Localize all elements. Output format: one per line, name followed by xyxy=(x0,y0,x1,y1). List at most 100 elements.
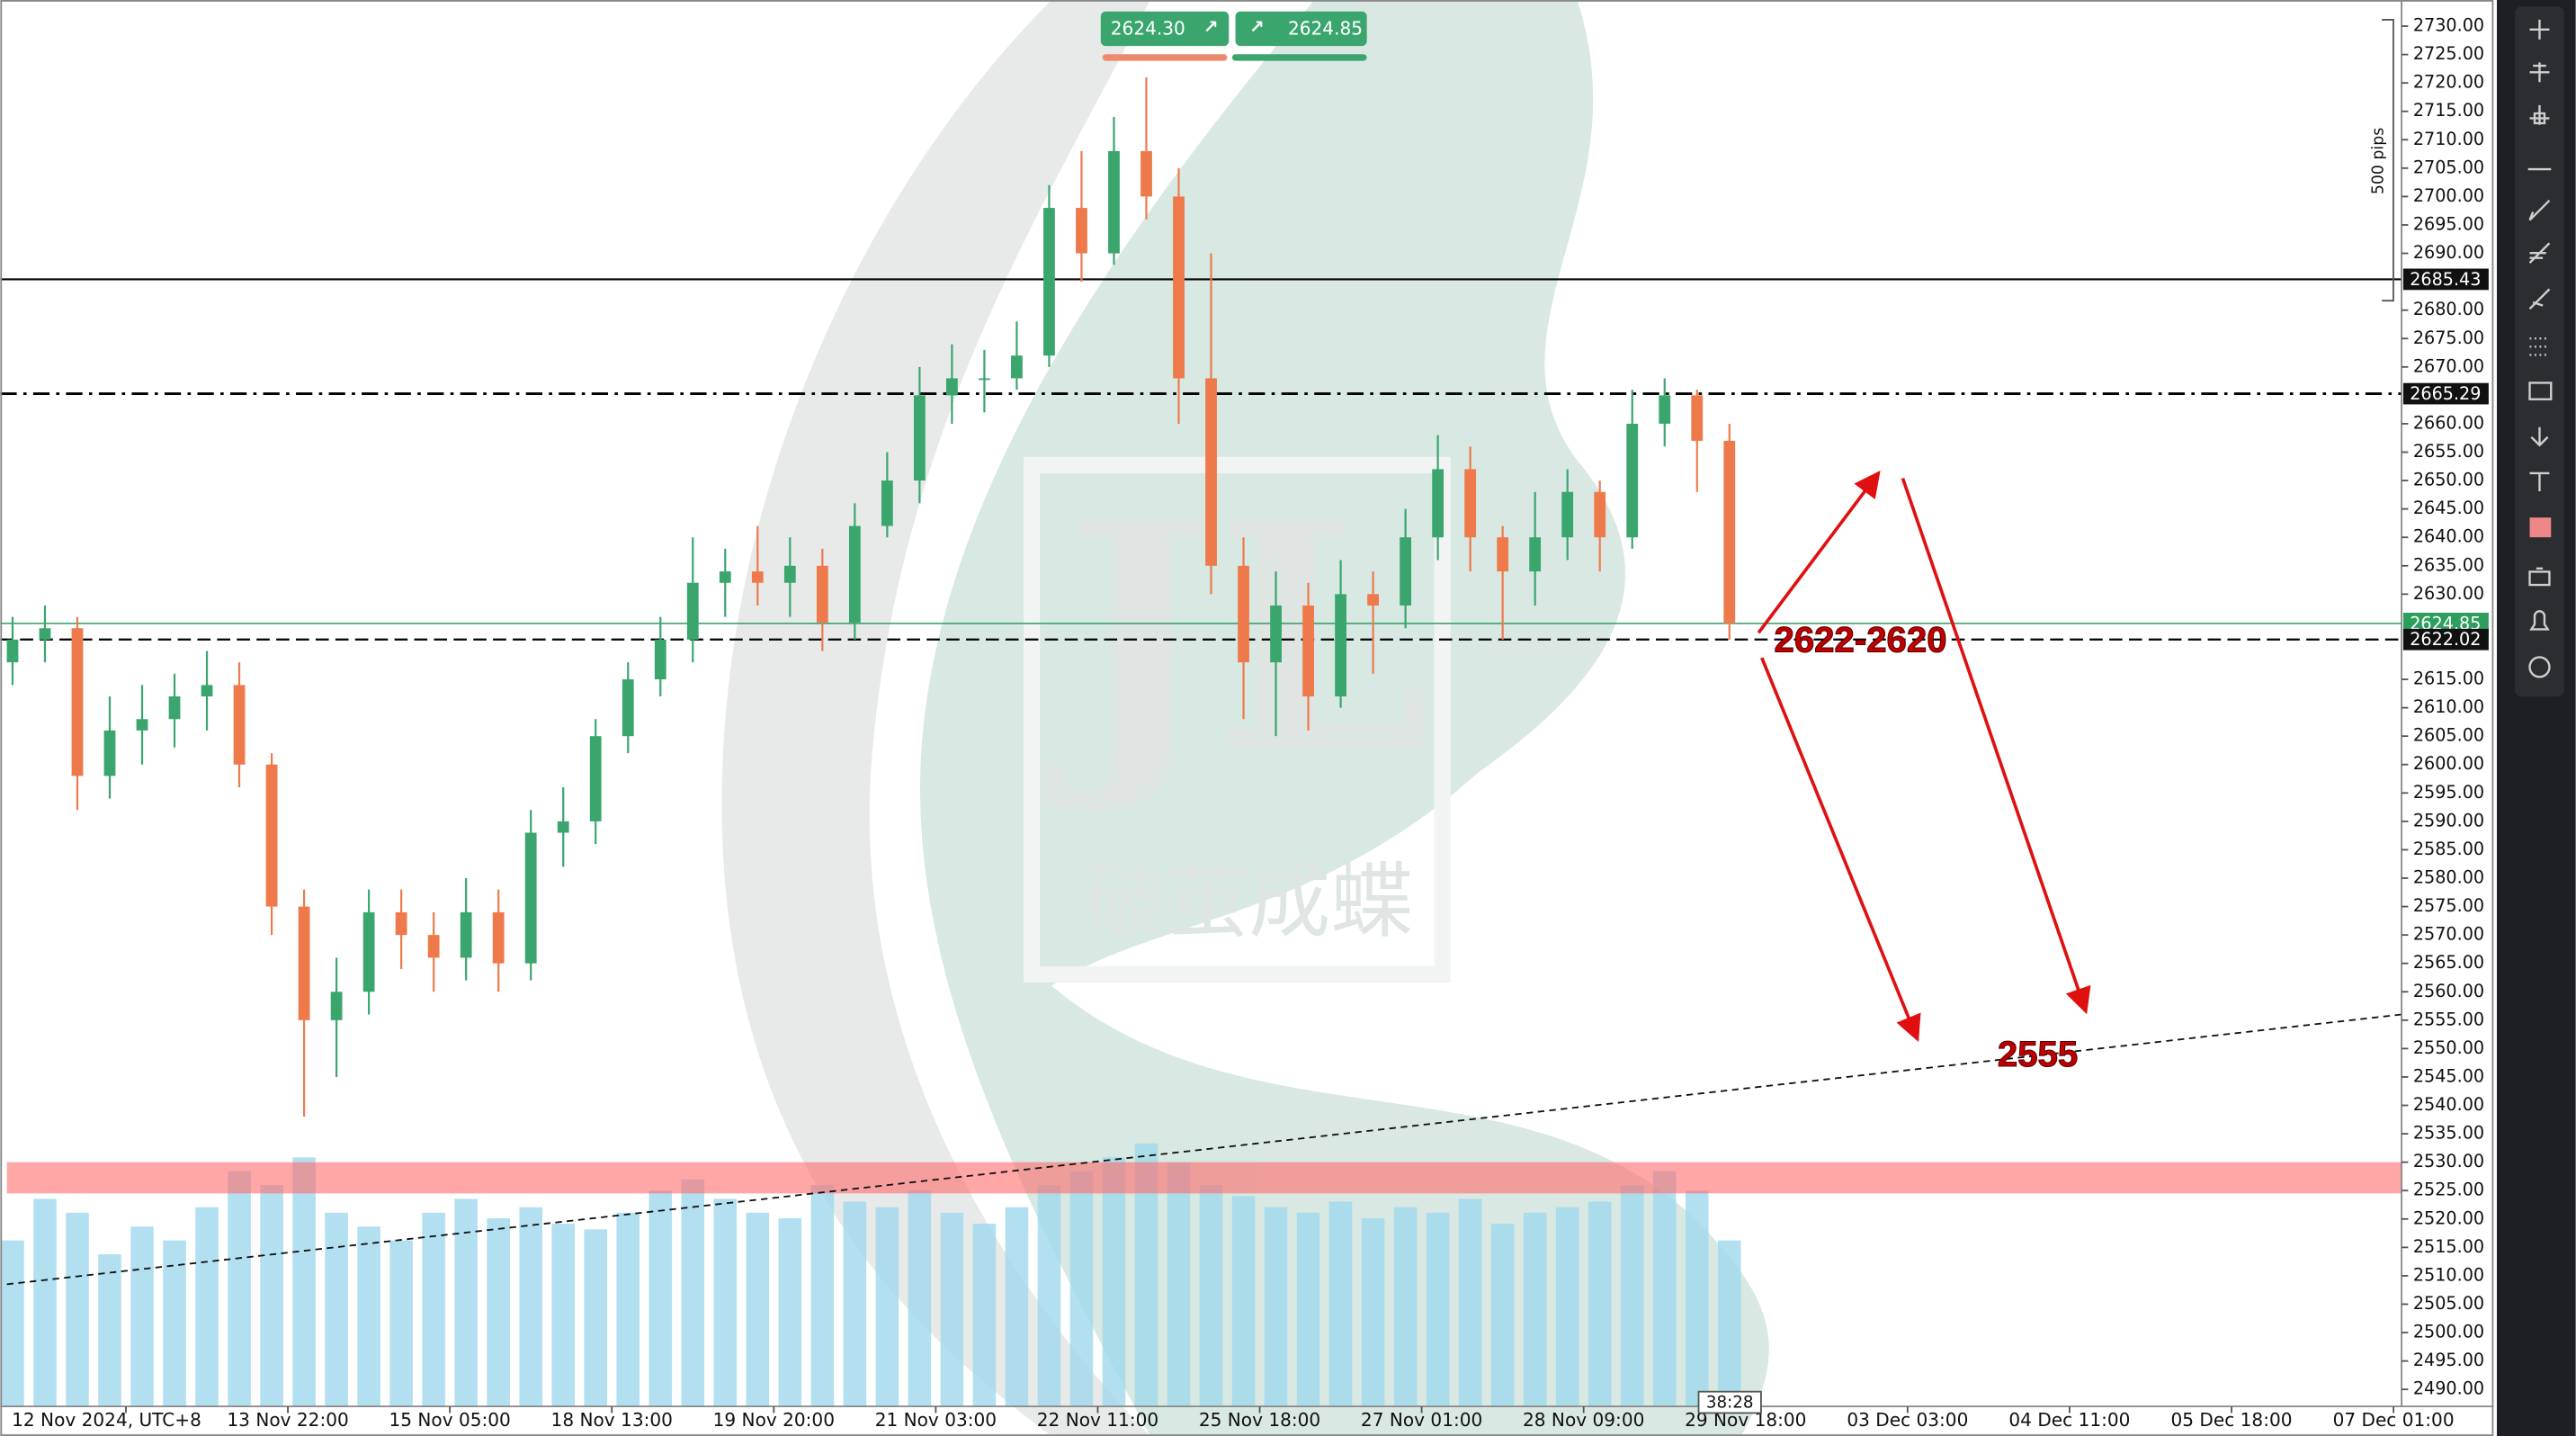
timer: 38:28 xyxy=(1706,1393,1754,1412)
volume-bar xyxy=(1037,1185,1061,1407)
y-tick-label: 2635.00 xyxy=(2413,554,2484,575)
watermark-frame xyxy=(1024,456,1451,983)
volume-bar xyxy=(98,1253,121,1407)
candle-body xyxy=(298,906,310,1020)
y-tick-label: 2610.00 xyxy=(2413,696,2484,717)
volume-bar xyxy=(163,1240,186,1407)
y-tick-label: 2580.00 xyxy=(2413,867,2484,888)
arrow xyxy=(1760,657,1921,1043)
y-tick-label: 2585.00 xyxy=(2413,839,2484,859)
volume-bar xyxy=(681,1179,705,1407)
y-tick-label: 2520.00 xyxy=(2413,1207,2484,1228)
x-tick-label: 27 Nov 01:00 xyxy=(1361,1409,1482,1431)
y-tick-label: 2630.00 xyxy=(2413,583,2484,604)
volume-bar xyxy=(1620,1185,1644,1407)
candle-body xyxy=(622,679,634,737)
tool-crosshair[interactable] xyxy=(2529,19,2550,40)
y-tick-label: 2645.00 xyxy=(2413,498,2484,518)
x-tick-label: 13 Nov 22:00 xyxy=(227,1409,348,1431)
candle-body xyxy=(979,378,990,381)
volume-bar xyxy=(551,1224,575,1407)
plot-area: 2622-2620 2555 xyxy=(0,76,2402,1407)
volume-bar xyxy=(616,1212,640,1407)
tool-color[interactable] xyxy=(2529,517,2552,538)
candle-body xyxy=(719,571,731,583)
volume-bar xyxy=(648,1190,673,1407)
buy-icon: ↗ xyxy=(1249,16,1265,38)
volume-bar xyxy=(1588,1201,1612,1407)
candle-body xyxy=(881,480,893,526)
candle-body xyxy=(946,378,958,396)
volume-bar xyxy=(1231,1196,1256,1407)
watermark: JL 破茧成蝶 xyxy=(721,0,1769,1436)
candle-body xyxy=(1270,605,1282,663)
candle-body xyxy=(136,719,148,731)
volume-bar xyxy=(908,1190,932,1407)
candle-body xyxy=(103,730,116,776)
x-tick-label: 21 Nov 03:00 xyxy=(875,1409,997,1431)
volume-bar xyxy=(1167,1162,1191,1407)
tool-fibo[interactable] xyxy=(2528,288,2551,310)
tool-arrow[interactable] xyxy=(2530,426,2549,447)
volume-bar xyxy=(66,1212,89,1407)
candle-body xyxy=(816,565,828,623)
candle-body xyxy=(168,696,181,720)
sell-bar xyxy=(1102,54,1228,61)
watermark-leaf xyxy=(919,0,1769,1436)
candle-body xyxy=(1659,395,1671,424)
volume-bar xyxy=(1328,1201,1353,1407)
y-tick-label: 2730.00 xyxy=(2413,15,2484,36)
tool-grid[interactable] xyxy=(2529,337,2550,356)
tool-replay[interactable] xyxy=(2528,656,2551,678)
candle-body xyxy=(201,685,213,696)
candle-body xyxy=(1238,565,1249,663)
tool-cross[interactable] xyxy=(2529,62,2550,83)
volume-bar xyxy=(325,1212,348,1407)
y-tick-label: 2510.00 xyxy=(2413,1264,2484,1285)
y-tick-label: 2600.00 xyxy=(2413,753,2484,774)
candle-body xyxy=(848,525,861,623)
level-badge xyxy=(2402,382,2489,405)
volume-bar xyxy=(1652,1171,1677,1407)
volume-bar xyxy=(1717,1240,1741,1407)
volume-bar xyxy=(260,1185,283,1407)
sell-button[interactable] xyxy=(1100,11,1230,47)
volume-bar xyxy=(746,1212,770,1407)
y-tick-label: 2545.00 xyxy=(2413,1065,2484,1086)
volume-bar xyxy=(195,1207,219,1407)
volume-bar xyxy=(1490,1224,1515,1407)
tool-alert[interactable] xyxy=(2529,610,2550,631)
level-label: 2624.85 xyxy=(2410,613,2481,633)
candle-body xyxy=(1043,208,1055,356)
tool-channel[interactable] xyxy=(2528,242,2551,265)
level-badge xyxy=(2402,612,2489,634)
watermark-logo: JL xyxy=(1041,453,1432,821)
y-tick-label: 2680.00 xyxy=(2413,299,2484,319)
volume-bar xyxy=(810,1185,835,1407)
candle-body xyxy=(1011,355,1023,379)
level-badge xyxy=(2402,268,2489,291)
tool-period[interactable] xyxy=(2529,104,2550,125)
buy-button[interactable] xyxy=(1235,11,1367,47)
tool-trend[interactable] xyxy=(2528,199,2551,221)
level-label: 2665.29 xyxy=(2410,383,2481,404)
arrow xyxy=(1901,477,2091,1015)
ruler-bracket xyxy=(2382,19,2394,302)
volume-bar xyxy=(584,1229,608,1407)
tool-camera[interactable] xyxy=(2528,567,2551,587)
level-label: 2622.02 xyxy=(2410,629,2481,650)
volume-bar xyxy=(1426,1212,1450,1407)
y-tick-label: 2675.00 xyxy=(2413,328,2484,348)
tool-rect[interactable] xyxy=(2528,381,2553,400)
x-tick-label: 12 Nov 2024, UTC+8 xyxy=(12,1409,201,1431)
candle-body xyxy=(557,821,569,833)
level-label: 2685.43 xyxy=(2410,269,2481,290)
candle-body xyxy=(783,565,796,583)
y-tick-label: 2570.00 xyxy=(2413,924,2484,945)
volume-bar xyxy=(940,1212,964,1407)
y-tick-label: 2555.00 xyxy=(2413,1009,2484,1029)
candle-body xyxy=(1108,150,1120,254)
tool-text[interactable] xyxy=(2529,471,2550,491)
candle-body xyxy=(1367,594,1379,606)
candle-body xyxy=(524,832,537,964)
